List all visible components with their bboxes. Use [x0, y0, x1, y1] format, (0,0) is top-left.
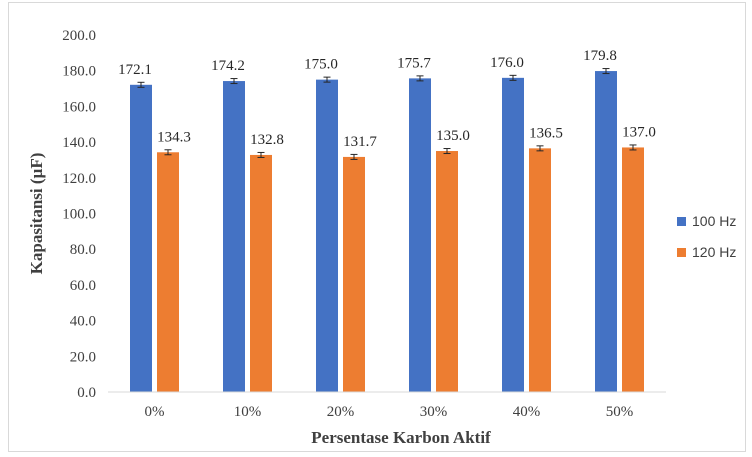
data-label: 135.0: [436, 128, 470, 144]
bar-120hz: [436, 151, 458, 392]
bars: [130, 71, 644, 393]
x-tick-label: 30%: [420, 404, 448, 420]
legend-label: 120 Hz: [692, 244, 736, 260]
bar-120hz: [529, 148, 551, 392]
y-tick-label: 20.0: [70, 349, 96, 365]
data-label: 172.1: [118, 62, 152, 78]
y-tick-label: 180.0: [62, 64, 96, 80]
data-label: 137.0: [622, 124, 656, 140]
x-tick-label: 20%: [327, 404, 355, 420]
legend-swatch: [677, 248, 686, 257]
x-axis-title: Persentase Karbon Aktif: [311, 428, 491, 447]
bar-100hz: [316, 79, 338, 392]
data-label: 174.2: [211, 58, 245, 74]
data-label: 136.5: [529, 125, 563, 141]
x-axis-ticks: 0% 10% 20% 30% 40% 50%: [145, 404, 634, 420]
data-label: 175.7: [397, 55, 431, 71]
bar-100hz: [502, 77, 524, 392]
y-tick-label: 60.0: [70, 278, 96, 294]
x-tick-label: 40%: [513, 404, 541, 420]
y-tick-label: 120.0: [62, 171, 96, 187]
x-tick-label: 0%: [145, 404, 165, 420]
y-axis-ticks: 0.0 20.0 40.0 60.0 80.0 100.0 120.0 140.0 160.0 1…: [62, 28, 96, 401]
legend-label: 100 Hz: [692, 213, 736, 229]
bar-100hz: [409, 78, 431, 393]
y-tick-label: 160.0: [62, 99, 96, 115]
bar-100hz: [595, 71, 617, 392]
y-axis-title: Kapasitansi (µF): [27, 153, 46, 275]
bar-100hz: [223, 81, 245, 392]
x-tick-label: 10%: [234, 404, 262, 420]
data-labels: 172.1 134.3 174.2 132.8 175.0 131.7 175.7 135.0…: [118, 48, 656, 150]
error-bars: [137, 68, 637, 160]
y-tick-label: 80.0: [70, 242, 96, 258]
data-label: 132.8: [250, 132, 284, 148]
y-tick-label: 100.0: [62, 207, 96, 223]
bar-100hz: [130, 84, 152, 392]
x-tick-label: 50%: [606, 404, 634, 420]
y-tick-label: 200.0: [62, 28, 96, 44]
bar-120hz: [343, 156, 365, 392]
legend: 100 Hz 120 Hz: [677, 213, 736, 260]
data-label: 179.8: [583, 48, 617, 64]
data-label: 131.7: [343, 134, 377, 150]
bar-120hz: [157, 152, 179, 392]
legend-swatch: [677, 217, 686, 226]
y-tick-label: 40.0: [70, 314, 96, 330]
y-tick-label: 140.0: [62, 135, 96, 151]
data-label: 134.3: [157, 129, 191, 145]
bar-120hz: [250, 154, 272, 392]
data-label: 176.0: [490, 55, 524, 71]
data-label: 175.0: [304, 57, 338, 73]
y-tick-label: 0.0: [77, 385, 96, 401]
bar-120hz: [622, 147, 644, 392]
